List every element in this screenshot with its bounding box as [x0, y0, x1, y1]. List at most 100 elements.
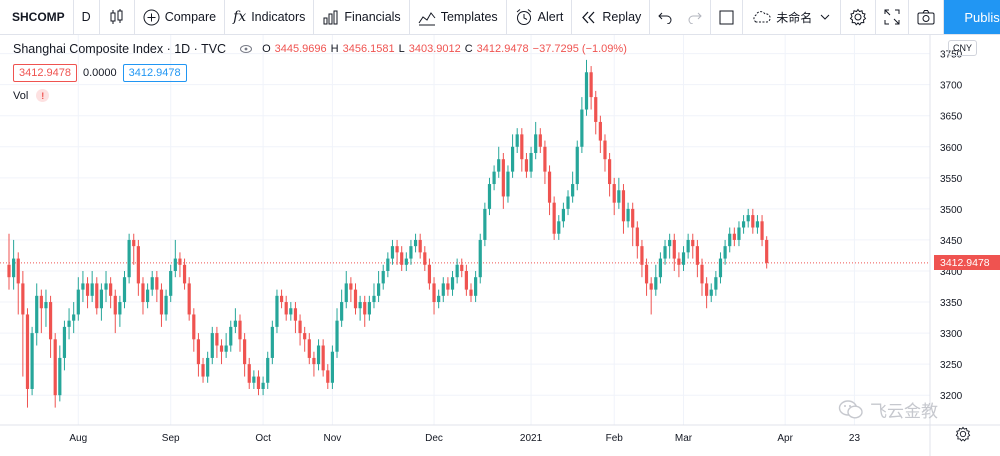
redo-button[interactable] [680, 0, 712, 34]
candle-body [122, 277, 127, 303]
wechat-icon [838, 399, 863, 419]
alert-button[interactable]: Alert [507, 0, 573, 34]
candle-body [663, 246, 667, 259]
chart-area[interactable]: 3200 3250 3300 3350 3400 3450 3500 3550 3600 3650… [0, 35, 1000, 456]
candle-body [270, 326, 274, 358]
settings-button[interactable] [841, 0, 877, 34]
fullscreen-button[interactable] [876, 0, 910, 34]
candle-body [238, 320, 242, 340]
candle-body [141, 283, 145, 303]
price-chart[interactable]: 3200 3250 3300 3350 3400 3450 3500 3550 3600 3650… [0, 35, 1000, 456]
undo-button[interactable] [650, 0, 680, 34]
compare-label: Compare [164, 10, 217, 24]
interval-label: D [81, 10, 91, 24]
y-tick-label: 3550 [940, 174, 963, 185]
candle-body [358, 302, 362, 309]
candle-body [755, 221, 760, 228]
candle-body [728, 233, 732, 247]
candle-body [413, 239, 418, 247]
candle-body [256, 376, 261, 389]
series-title: Shanghai Composite Index · 1D · TVC [13, 42, 227, 56]
fullscreen-layout-button[interactable] [711, 0, 744, 34]
interval-button[interactable]: D [74, 0, 100, 34]
candle-body [714, 277, 718, 290]
layout-name-button[interactable]: 未命名 [743, 0, 842, 34]
candle-body [155, 277, 159, 290]
price-axis[interactable]: 3200 3250 3300 3350 3400 3450 3500 3550 3600 3650… [940, 50, 963, 403]
snapshot-button[interactable] [909, 0, 945, 34]
change-value: −37.7295 (−1.09%) [532, 43, 627, 55]
publish-button[interactable]: Publish [944, 0, 1000, 34]
candle-body [229, 326, 233, 346]
candle-body [192, 314, 196, 340]
candle-body [25, 314, 30, 389]
candle-body [575, 146, 579, 185]
candle-body [497, 159, 501, 172]
chevron-down-icon [820, 14, 830, 20]
warning-icon[interactable]: ! [36, 89, 50, 102]
templates-label: Templates [440, 10, 498, 24]
candles-icon [110, 9, 123, 24]
indicators-button[interactable]: fx Indicators [225, 0, 315, 34]
series-legend: Shanghai Composite Index · 1D · TVC O 344… [13, 42, 627, 56]
y-tick-label: 3500 [940, 205, 963, 216]
ask-price-box[interactable]: 3412.9478 [122, 64, 187, 82]
candle-body [298, 320, 302, 334]
candle-body [390, 246, 395, 259]
candle-body [723, 246, 727, 259]
compare-button[interactable]: Compare [135, 0, 226, 34]
currency-badge[interactable]: CNY [948, 40, 978, 56]
y-tick-label: 3700 [940, 81, 963, 92]
x-tick-label: Nov [324, 433, 342, 444]
candle-body [104, 283, 108, 290]
candle-body [612, 184, 616, 203]
templates-button[interactable]: Templates [410, 0, 507, 34]
cloud-icon [753, 11, 771, 23]
replay-button[interactable]: Replay [572, 0, 651, 34]
candle-body [695, 246, 699, 265]
candle-body [501, 159, 505, 197]
visibility-eye-icon[interactable] [240, 42, 253, 56]
candle-body [252, 376, 256, 383]
low-key: L [398, 43, 405, 55]
candle-body [210, 333, 214, 358]
candle-body [746, 215, 750, 222]
volume-label: Vol [13, 89, 29, 102]
low-value: 3403.9012 [408, 43, 461, 55]
candle-body [427, 264, 432, 284]
candle-body [169, 270, 173, 296]
candle-body [206, 357, 210, 377]
x-tick-label: Aug [69, 433, 87, 444]
chart-style-button[interactable] [100, 0, 135, 34]
candle-body [557, 221, 561, 234]
financials-button[interactable]: Financials [314, 0, 410, 34]
candle-body [312, 357, 316, 365]
candle-body [12, 258, 16, 278]
candle-body [547, 171, 552, 203]
candle-body [367, 302, 371, 315]
candle-body [90, 283, 94, 296]
candle-body [450, 277, 455, 290]
symbol-search[interactable]: SHCOMP [0, 0, 74, 34]
candle-body [386, 258, 390, 271]
chart-settings-gear-icon[interactable] [955, 426, 971, 442]
candle-body [353, 289, 358, 309]
bar-chart-icon [323, 10, 338, 24]
bid-price-box[interactable]: 3412.9478 [13, 64, 77, 82]
volume-legend: Vol ! [13, 89, 50, 102]
candle-body [621, 190, 626, 222]
ohlc-values: O 3445.9696 H 3456.1581 L 3403.9012 C 3412.9… [262, 43, 627, 55]
candle-body [510, 146, 515, 172]
candle-body [293, 308, 298, 321]
candle-body [594, 97, 598, 122]
candle-body [330, 351, 334, 383]
candle-body [127, 239, 131, 278]
y-tick-label: 3400 [940, 267, 963, 278]
time-axis[interactable]: Aug Sep Oct Nov Dec 2021 Feb Mar Apr 23 [69, 433, 860, 444]
rewind-icon [582, 11, 595, 23]
candle-body [529, 152, 533, 172]
replay-label: Replay [602, 10, 642, 24]
y-tick-label: 3350 [940, 298, 963, 309]
open-key: O [262, 43, 271, 55]
candle-body [654, 277, 658, 290]
